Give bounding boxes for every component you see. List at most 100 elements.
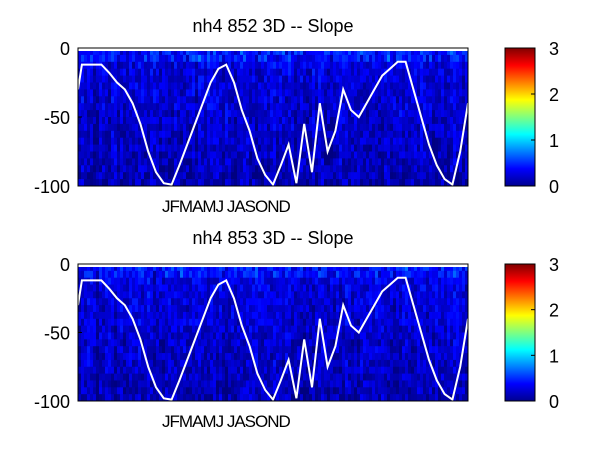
heatmap-cell: [117, 373, 121, 381]
heatmap-cell: [426, 158, 430, 166]
heatmap-cell: [117, 305, 121, 313]
heatmap-cell: [315, 387, 319, 395]
heatmap-cell: [81, 305, 85, 313]
heatmap-cell: [198, 144, 202, 152]
heatmap-cell: [198, 339, 202, 347]
heatmap-cell: [126, 291, 130, 299]
heatmap-cell: [336, 359, 340, 368]
heatmap-cell: [390, 68, 394, 76]
heatmap-cell: [255, 305, 259, 313]
heatmap-cell: [105, 137, 109, 145]
heatmap-cell: [321, 277, 325, 285]
heatmap-cell: [354, 48, 358, 56]
heatmap-cell: [366, 394, 370, 402]
heatmap-cell: [162, 325, 166, 333]
heatmap-cell: [357, 144, 361, 152]
heatmap-cell: [354, 270, 358, 279]
heatmap-cell: [90, 110, 94, 118]
heatmap-cell: [324, 172, 328, 180]
heatmap-cell: [180, 117, 184, 125]
heatmap-cell: [99, 270, 103, 279]
heatmap-cell: [282, 394, 286, 402]
heatmap-cell: [183, 61, 187, 70]
heatmap-cell: [441, 96, 445, 104]
heatmap-cell: [351, 144, 355, 152]
heatmap-cell: [273, 54, 277, 63]
heatmap-cell: [327, 82, 331, 90]
heatmap-cell: [342, 346, 346, 354]
heatmap-cell: [312, 270, 316, 279]
heatmap-cell: [93, 298, 97, 306]
heatmap-cell: [204, 54, 208, 63]
heatmap-cell: [402, 89, 406, 97]
heatmap-cell: [123, 151, 127, 159]
heatmap-cell: [315, 366, 319, 374]
heatmap-cell: [204, 387, 208, 395]
heatmap-cell: [183, 305, 187, 313]
heatmap-cell: [168, 96, 172, 104]
heatmap-cell: [207, 68, 211, 76]
heatmap-cell: [351, 284, 355, 292]
heatmap-cell: [345, 366, 349, 374]
heatmap-cell: [429, 298, 433, 306]
heatmap-cell: [162, 387, 166, 395]
heatmap-cell: [162, 103, 166, 111]
heatmap-cell: [210, 117, 214, 125]
heatmap-cell: [411, 332, 415, 340]
heatmap-cell: [189, 96, 193, 104]
heatmap-cell: [297, 61, 301, 70]
heatmap-cell: [231, 359, 235, 368]
heatmap-cell: [363, 61, 367, 70]
heatmap-cell: [174, 117, 178, 125]
heatmap-cell: [90, 75, 94, 83]
heatmap-cell: [108, 270, 112, 279]
heatmap-cell: [126, 75, 130, 83]
heatmap-cell: [420, 151, 424, 159]
heatmap-cell: [264, 291, 268, 299]
heatmap-cell: [291, 366, 295, 374]
heatmap-cell: [279, 179, 283, 187]
heatmap-cell: [219, 110, 223, 118]
heatmap-cell: [219, 82, 223, 90]
heatmap-cell: [84, 305, 88, 313]
heatmap-cell: [411, 96, 415, 104]
heatmap-cell: [213, 359, 217, 368]
heatmap-cell: [168, 359, 172, 368]
heatmap-cell: [297, 264, 301, 272]
heatmap-cell: [438, 151, 442, 159]
heatmap-cell: [405, 373, 409, 381]
heatmap-cell: [114, 373, 118, 381]
heatmap-cell: [303, 61, 307, 70]
heatmap-cell: [204, 325, 208, 333]
heatmap-cell: [207, 270, 211, 279]
heatmap-cell: [423, 346, 427, 354]
heatmap-cell: [345, 346, 349, 354]
heatmap-cell: [357, 339, 361, 347]
heatmap-cell: [432, 75, 436, 83]
heatmap-cell: [102, 137, 106, 145]
heatmap-cell: [330, 277, 334, 285]
heatmap-cell: [333, 305, 337, 313]
heatmap-cell: [342, 103, 346, 111]
heatmap-cell: [339, 291, 343, 299]
heatmap-cell: [99, 325, 103, 333]
heatmap-cell: [390, 291, 394, 299]
heatmap-cell: [363, 311, 367, 320]
heatmap-cell: [450, 130, 454, 139]
heatmap-cell: [432, 117, 436, 125]
heatmap-cell: [369, 325, 373, 333]
heatmap-cell: [180, 291, 184, 299]
heatmap-cell: [234, 270, 238, 279]
heatmap-cell: [279, 110, 283, 118]
heatmap-cell: [177, 54, 181, 63]
month-label: J: [162, 197, 170, 216]
heatmap-cell: [366, 137, 370, 145]
heatmap-cell: [306, 346, 310, 354]
heatmap-cell: [144, 325, 148, 333]
heatmap-cell: [369, 359, 373, 368]
heatmap-cell: [162, 359, 166, 368]
heatmap-cell: [246, 61, 250, 70]
heatmap-cell: [102, 103, 106, 111]
heatmap-cell: [90, 103, 94, 111]
heatmap-cell: [279, 366, 283, 374]
